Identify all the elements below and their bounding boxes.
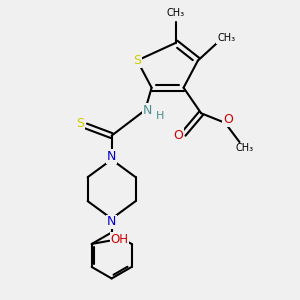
Text: O: O — [173, 129, 183, 142]
Text: N: N — [107, 150, 116, 163]
Text: CH₃: CH₃ — [167, 8, 184, 18]
Text: H: H — [155, 111, 164, 121]
Text: S: S — [133, 54, 141, 67]
Text: S: S — [76, 117, 84, 130]
Text: CH₃: CH₃ — [235, 143, 253, 153]
Text: N: N — [107, 215, 116, 228]
Text: CH₃: CH₃ — [217, 33, 235, 43]
Text: OH: OH — [110, 233, 128, 246]
Text: N: N — [143, 103, 152, 117]
Text: O: O — [224, 113, 233, 126]
